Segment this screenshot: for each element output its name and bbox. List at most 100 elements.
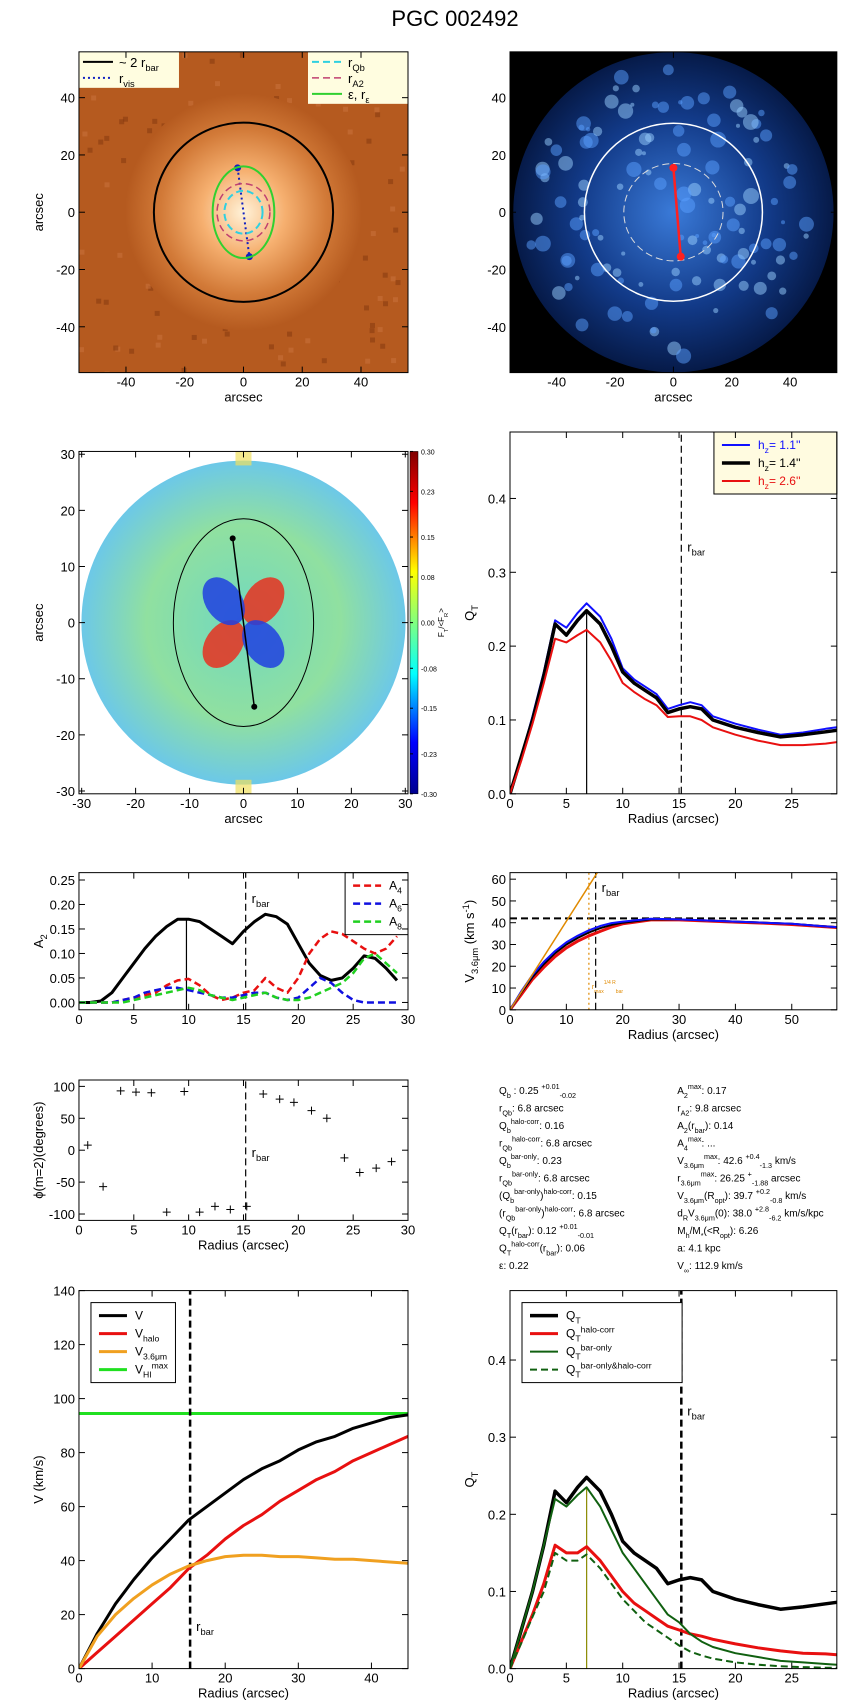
noise: [104, 135, 110, 141]
text-part: : 6.8 arcsec: [573, 1209, 625, 1220]
y-tick-label: 0.0: [488, 787, 506, 802]
info-line: rQbhalo-corr: 6.8 arcsec: [499, 1135, 592, 1153]
noise: [742, 114, 759, 130]
noise: [743, 188, 759, 204]
noise: [702, 245, 712, 255]
colorbar-tick-label: -0.23: [421, 752, 437, 759]
noise: [574, 275, 580, 281]
info-line: QThalo-corr(rbar): 0.06: [499, 1240, 585, 1258]
x-tick-label: 20: [218, 1671, 232, 1686]
legend-label: rvis: [119, 71, 135, 89]
x-tick-label: 0: [506, 1012, 513, 1027]
noise: [535, 164, 551, 180]
x-tick-label: 10: [181, 1012, 195, 1027]
noise: [758, 109, 765, 117]
text-part: ∞: [684, 1266, 689, 1275]
text-part: M: [677, 1226, 685, 1237]
text-part: /M: [690, 1226, 701, 1237]
legend-label: ε, rε: [348, 87, 370, 105]
text-part: d: [677, 1209, 683, 1220]
point: [340, 1153, 349, 1162]
noise: [705, 160, 720, 175]
text-part: = 1.4'': [769, 456, 801, 470]
noise: [613, 69, 629, 85]
noise: [87, 147, 93, 153]
noise: [592, 126, 603, 137]
text-part: bar: [606, 888, 620, 898]
text-part: : 6.8 arcsec: [512, 1104, 564, 1115]
x-axis-label: Radius (arcsec): [628, 1027, 719, 1042]
text-part: R: [444, 613, 450, 617]
x-tick-label: 5: [563, 1671, 570, 1686]
text-part: 6: [397, 904, 402, 914]
noise: [558, 155, 573, 171]
x-tick-label: -20: [175, 375, 194, 390]
y-tick-label: 0.2: [488, 639, 506, 654]
text-part: opt: [720, 1231, 730, 1240]
text-part: bar-only: [514, 1187, 540, 1196]
noise: [82, 131, 88, 137]
text-part: V: [135, 1363, 143, 1377]
x-tick-label: 0: [506, 1671, 513, 1686]
text-part: Qb: [502, 1109, 512, 1118]
y-tick-label: 30: [492, 937, 506, 952]
text-part: Qb: [502, 1144, 512, 1153]
axes-frame: [78, 1079, 409, 1221]
text-part: +0.01: [541, 1082, 559, 1091]
noise: [783, 176, 797, 189]
text-part: (km s: [462, 912, 477, 948]
colorbar-tick-label: 0.00: [421, 621, 435, 628]
text-part: bar: [518, 1231, 529, 1240]
y-tick-label: 0.4: [488, 1353, 506, 1368]
text-part: bar: [692, 547, 706, 557]
text-part: : 26.25: [714, 1174, 747, 1185]
colorbar-tick-label: 0.15: [421, 535, 435, 542]
plot-area: [78, 51, 408, 373]
y-tick-label: 0.1: [488, 1584, 506, 1599]
noise: [734, 203, 746, 216]
text-part: arcsec: [224, 811, 263, 826]
x-tick-label: 10: [615, 1671, 629, 1686]
text-part: T: [470, 605, 480, 611]
text-part: A: [677, 1121, 684, 1132]
y-tick-label: 30: [60, 447, 74, 462]
info-line: (Qbbar-only)halo-corr: 0.15: [499, 1187, 597, 1205]
text-part: *: [701, 1231, 704, 1240]
legend-label: ~ 2 rbar: [119, 55, 159, 73]
noise: [657, 101, 670, 113]
text-part: r: [677, 1174, 681, 1185]
noise: [91, 95, 97, 101]
noise: [617, 103, 634, 119]
text-part: V: [677, 1191, 684, 1202]
panel: rbarQTQThalo-corrQTbar-onlyQTbar-only&ha…: [462, 1290, 838, 1700]
text-part: -0.01: [578, 1231, 594, 1240]
x-tick-label: -40: [117, 375, 136, 390]
noise: [550, 144, 563, 156]
noise: [710, 131, 727, 148]
noise: [621, 251, 626, 256]
noise: [680, 95, 695, 110]
noise: [155, 342, 161, 348]
x-tick-label: 15: [236, 1222, 250, 1237]
text-part: HI: [143, 1370, 152, 1380]
noise: [148, 285, 154, 291]
noise: [530, 212, 543, 225]
text-part: z: [765, 445, 769, 455]
legend-label: hz= 1.4'': [758, 456, 801, 473]
text-part: ): 39.7: [725, 1191, 756, 1202]
text-part: r: [499, 1139, 503, 1150]
x-tick-label: 20: [725, 375, 739, 390]
point: [195, 1208, 204, 1217]
noise: [679, 197, 696, 214]
point: [259, 1090, 268, 1099]
text-part: (r: [540, 1244, 547, 1255]
text-part: -1.88: [752, 1179, 768, 1188]
plot-area: [78, 1290, 408, 1669]
text-part: bar: [692, 1411, 706, 1421]
axes-frame: [509, 431, 838, 795]
noise: [154, 310, 160, 316]
text-part: ε: [365, 95, 369, 105]
noise: [672, 125, 685, 137]
noise: [597, 234, 604, 241]
